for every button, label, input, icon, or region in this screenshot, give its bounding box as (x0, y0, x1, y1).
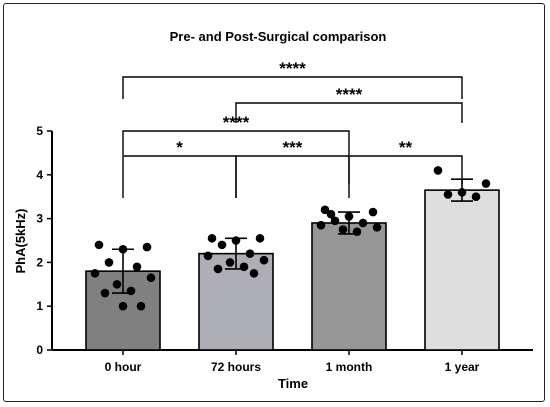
data-point (352, 227, 362, 237)
y-tick-label: 0 (36, 343, 43, 357)
data-point (471, 192, 481, 201)
data-point (330, 216, 340, 226)
significance-bracket (235, 155, 350, 198)
chart-frame (3, 3, 545, 402)
significance-label: **** (279, 59, 306, 78)
significance-bracket (122, 130, 350, 155)
data-point (326, 209, 336, 219)
data-point (118, 301, 128, 311)
data-point (213, 264, 223, 274)
bar-3 (424, 189, 500, 351)
x-tick-label: 1 month (326, 360, 373, 374)
y-tick-label: 3 (36, 212, 43, 226)
data-point (90, 269, 100, 278)
data-point (368, 207, 378, 217)
data-point (225, 258, 235, 267)
chart-title: Pre- and Post-Surgical comparison (170, 29, 387, 44)
data-point (136, 301, 146, 311)
data-point (207, 234, 217, 243)
data-point (142, 242, 152, 252)
data-point (316, 220, 326, 230)
data-point (338, 225, 348, 234)
data-point (112, 280, 122, 289)
data-point (100, 288, 110, 298)
data-point (132, 262, 142, 272)
data-point (239, 262, 249, 272)
data-point (481, 179, 491, 188)
data-point (255, 234, 265, 243)
y-tick-label: 5 (36, 124, 43, 138)
data-point (249, 269, 259, 278)
significance-label: **** (336, 85, 363, 104)
data-point (443, 190, 453, 199)
data-point (320, 205, 330, 215)
bar-2 (311, 222, 387, 351)
significance-label: ** (399, 138, 413, 157)
data-point (217, 240, 227, 250)
significance-label: * (176, 138, 183, 157)
y-tick-label: 4 (36, 168, 43, 182)
data-point (94, 240, 104, 250)
data-point (358, 218, 368, 228)
data-point (126, 286, 136, 296)
significance-bracket (122, 155, 237, 198)
data-point (372, 223, 382, 232)
significance-bracket (348, 155, 463, 184)
x-tick-label: 0 hour (105, 360, 142, 374)
x-tick-label: 72 hours (211, 360, 261, 374)
x-tick-label: 1 year (445, 360, 480, 374)
y-axis-label: PhA(5kHz) (13, 208, 28, 273)
y-tick-label: 2 (36, 255, 43, 269)
data-point (203, 251, 213, 261)
data-point (104, 258, 114, 267)
data-point (245, 249, 255, 258)
data-point (433, 166, 443, 175)
x-axis-label: Time (278, 376, 308, 391)
y-tick-label: 1 (36, 299, 43, 313)
significance-bracket (235, 102, 463, 123)
data-point (259, 255, 269, 265)
significance-bracket (122, 76, 463, 99)
data-point (146, 273, 156, 283)
significance-label: *** (283, 138, 303, 157)
